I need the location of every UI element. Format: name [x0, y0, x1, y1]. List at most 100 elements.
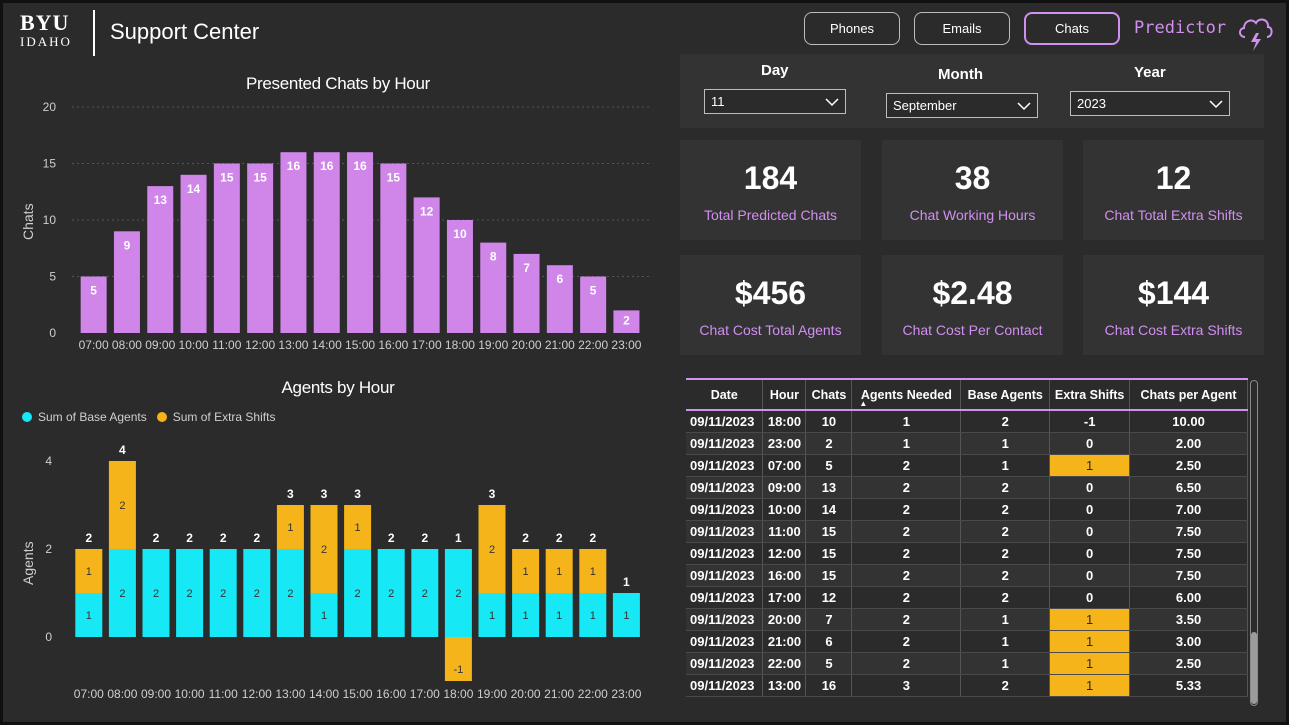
table-cell: 16 — [805, 674, 853, 697]
table-cell: 15 — [805, 542, 853, 565]
x-tick-label: 09:00 — [145, 338, 175, 352]
date-filter-panel: Day 11 Month September Year 2023 — [680, 54, 1264, 128]
extra-shifts-data-label: 1 — [86, 566, 92, 578]
filter-year-select[interactable]: 2023 — [1070, 91, 1230, 116]
bar-data-label: 15 — [253, 171, 267, 185]
y-tick-label: 4 — [45, 454, 52, 468]
table-cell: 10 — [805, 410, 853, 433]
table-cell: 5.33 — [1129, 674, 1248, 697]
filter-month-label: Month — [938, 66, 983, 83]
base-agents-data-label: 2 — [355, 588, 361, 600]
x-tick-label: 19:00 — [477, 687, 507, 701]
total-data-label: 3 — [287, 487, 294, 501]
filter-day-select[interactable]: 11 — [704, 89, 846, 114]
x-tick-label: 20:00 — [511, 687, 541, 701]
x-tick-label: 13:00 — [278, 338, 308, 352]
table-cell: 2.50 — [1129, 652, 1248, 675]
table-cell: 11:00 — [762, 520, 807, 543]
predictor-link[interactable]: Predictor — [1134, 18, 1227, 38]
column-header-base-agents[interactable]: Base Agents — [960, 378, 1051, 411]
total-data-label: 2 — [85, 531, 92, 545]
table-cell: 2 — [805, 432, 853, 455]
table-cell: 09/11/2023 — [686, 586, 764, 609]
extra-shifts-data-label: 2 — [321, 544, 327, 556]
cloud-lightning-icon[interactable] — [1236, 11, 1274, 53]
table-cell: 0 — [1049, 520, 1131, 543]
column-header-agents-needed[interactable]: Agents Needed ▲ — [851, 378, 962, 411]
column-header-date[interactable]: Date — [686, 378, 764, 411]
table-row: 09/11/2023 21:00 6 2 1 1 3.00 — [686, 630, 1248, 653]
nav-button-phones[interactable]: Phones — [804, 12, 900, 45]
nav-button-emails[interactable]: Emails — [914, 12, 1010, 45]
table-cell: 3.50 — [1129, 608, 1248, 631]
table-cell: -1 — [1049, 410, 1131, 433]
bar-data-label: 16 — [287, 159, 301, 173]
chats-chart-plot: 0 5 10 15 20 5 07:00 9 08:00 13 09:00 14 10:00 15 11:0… — [43, 100, 652, 352]
table-cell: 7.00 — [1129, 498, 1248, 521]
base-agents-data-label: 2 — [187, 588, 193, 600]
filter-day-value: 11 — [711, 94, 725, 109]
table-row: 09/11/2023 17:00 12 2 2 0 6.00 — [686, 586, 1248, 609]
bar-data-label: 16 — [320, 159, 334, 173]
kpi-value: $456 — [734, 275, 807, 311]
table-row: 09/11/2023 13:00 16 3 2 1 5.33 — [686, 674, 1248, 697]
x-tick-label: 14:00 — [312, 338, 342, 352]
table-cell: 6 — [805, 630, 853, 653]
table-cell: 09/11/2023 — [686, 498, 764, 521]
nav-button-chats[interactable]: Chats — [1024, 12, 1120, 45]
x-tick-label: 20:00 — [512, 338, 542, 352]
table-cell: 09/11/2023 — [686, 410, 764, 433]
x-tick-label: 11:00 — [212, 338, 241, 352]
base-agents-data-label: 1 — [86, 610, 92, 622]
table-cell: 2 — [960, 476, 1051, 499]
table-cell: 2 — [851, 564, 962, 587]
table-cell: 3.00 — [1129, 630, 1248, 653]
base-agents-bar — [310, 593, 338, 637]
x-tick-label: 15:00 — [345, 338, 375, 352]
bar-data-label: 8 — [490, 250, 497, 264]
kpi-chat-cost-total-agents: $456 Chat Cost Total Agents — [680, 255, 861, 355]
table-scrollbar-thumb[interactable] — [1251, 632, 1257, 704]
byu-idaho-logo: BYU IDAHO — [20, 12, 80, 56]
extra-shifts-data-label: 1 — [523, 566, 529, 578]
bar — [413, 197, 440, 333]
agents-chart-plot: 0 2 4 1 1 2 07:00 2 2 4 08:00 2 2 09:00 2 2 10:00 2 2 11:00… — [45, 443, 641, 701]
table-scrollbar[interactable] — [1250, 380, 1258, 706]
x-tick-label: 14:00 — [309, 687, 339, 701]
column-header-hour[interactable]: Hour — [762, 378, 807, 411]
table-body: 09/11/2023 18:00 10 1 2 -1 10.00 09/11/2023 23:0… — [686, 410, 1248, 697]
table-cell: 2 — [851, 608, 962, 631]
kpi-label: Chat Working Hours — [909, 207, 1036, 223]
column-header-chats[interactable]: Chats — [805, 378, 853, 411]
filter-month-value: September — [893, 98, 957, 113]
agents-chart-legend: Sum of Base Agents Sum of Extra Shifts — [22, 410, 275, 424]
y-tick-label: 10 — [43, 213, 57, 227]
table-cell: 3 — [851, 674, 962, 697]
filter-month-select[interactable]: September — [886, 93, 1038, 118]
table-row: 09/11/2023 20:00 7 2 1 1 3.50 — [686, 608, 1248, 631]
extra-shifts-data-label: 1 — [287, 522, 293, 534]
bar-data-label: 10 — [453, 227, 467, 241]
column-header-extra-shifts[interactable]: Extra Shifts — [1049, 378, 1131, 411]
kpi-label: Chat Total Extra Shifts — [1104, 207, 1243, 223]
total-data-label: 2 — [253, 531, 260, 545]
table-cell: 0 — [1049, 432, 1131, 455]
table-cell: 6.00 — [1129, 586, 1248, 609]
bar — [213, 163, 240, 333]
y-tick-label: 2 — [45, 542, 52, 556]
table-cell: 7.50 — [1129, 564, 1248, 587]
app-title: Support Center — [110, 19, 260, 44]
kpi-label: Chat Cost Per Contact — [902, 322, 1043, 338]
x-tick-label: 12:00 — [245, 338, 275, 352]
table-cell: 1 — [960, 432, 1051, 455]
base-agents-bar — [243, 549, 271, 637]
column-header-chats-per-agent[interactable]: Chats per Agent — [1129, 378, 1248, 411]
table-cell: 1 — [1049, 674, 1131, 697]
table-cell: 7 — [805, 608, 853, 631]
total-data-label: 3 — [489, 487, 496, 501]
total-data-label: 2 — [220, 531, 227, 545]
table-row: 09/11/2023 09:00 13 2 2 0 6.50 — [686, 476, 1248, 499]
table-cell: 2 — [851, 454, 962, 477]
x-tick-label: 17:00 — [412, 338, 442, 352]
